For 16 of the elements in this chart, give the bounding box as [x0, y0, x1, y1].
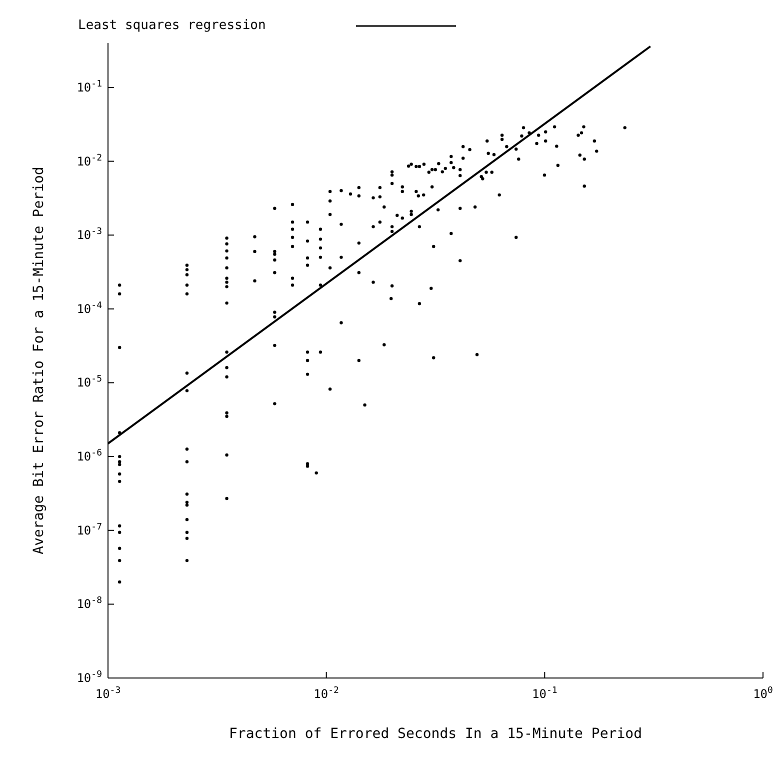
y-tick-label: 10$^{-7}$	[76, 522, 102, 538]
x-axis-title: Fraction of Errored Seconds In a 15-Minute Period	[228, 726, 642, 742]
y-tick-label: 10$^{-8}$	[76, 596, 102, 612]
y-tick-label: 10$^{-4}$	[76, 300, 102, 316]
y-tick-label: 10$^{-6}$	[76, 448, 102, 464]
y-tick-label: 10$^{-2}$	[76, 153, 102, 168]
y-tick-label: 10$^{-1}$	[76, 79, 102, 94]
y-axis-title: Average Bit Error Ratio For a 15-Minute Period	[30, 166, 47, 554]
y-tick-label: 10$^{-5}$	[76, 374, 102, 390]
x-tick-label: 10$^{0}$	[753, 686, 773, 701]
text: Least squares regression	[78, 18, 266, 33]
x-tick-label: 10$^{-3}$	[95, 686, 121, 701]
y-tick-label: 10$^{-9}$	[76, 670, 102, 685]
y-tick-label: 10$^{-3}$	[76, 227, 102, 242]
x-tick-label: 10$^{-1}$	[532, 686, 558, 701]
x-tick-label: 10$^{-2}$	[314, 686, 339, 701]
